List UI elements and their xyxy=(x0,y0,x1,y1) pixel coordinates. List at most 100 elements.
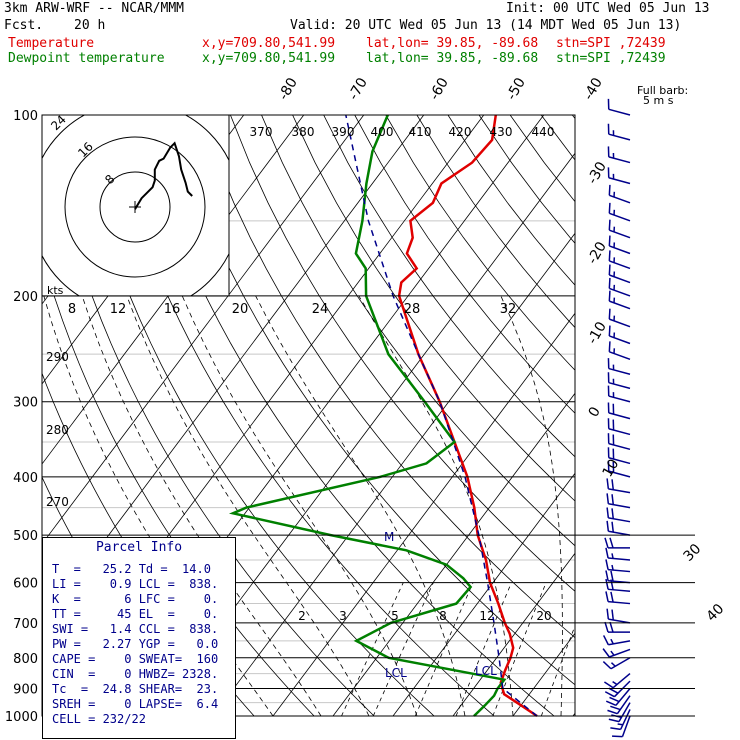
wind-speed-label: 28 xyxy=(404,302,421,317)
wind-barb-staff xyxy=(610,657,631,670)
dry-adiabat-label: 270 xyxy=(46,495,69,509)
wind-barb xyxy=(604,537,630,549)
wind-barb-full xyxy=(605,591,609,602)
mixing-ratio-label: 3 xyxy=(339,609,347,623)
wind-barb-staff xyxy=(609,351,631,361)
isotherm xyxy=(212,232,575,716)
hodograph-ring xyxy=(99,171,171,243)
wind-unit-label: kts xyxy=(47,284,64,297)
wind-barb-staff xyxy=(608,517,631,523)
wind-barb-full xyxy=(604,681,614,689)
hodograph-rings xyxy=(42,115,229,296)
wind-barb-full xyxy=(605,578,609,590)
mixing-ratio-line xyxy=(372,582,434,716)
wind-barb-staff xyxy=(618,702,631,723)
temperature-tick-label: 0 xyxy=(586,404,604,420)
wind-barb-staff xyxy=(616,695,631,715)
temperature-tick-label: 10 xyxy=(600,457,623,480)
wind-barb-full xyxy=(608,235,611,247)
wind-barb-full xyxy=(605,559,609,570)
wind-barb xyxy=(607,695,631,715)
parcel-row-swi: SWI = 1.4 CCL = 838. xyxy=(52,622,219,636)
wind-speed-label: 32 xyxy=(500,302,517,317)
wind-barb-full xyxy=(609,621,614,633)
lcl-label: LCL xyxy=(385,666,407,680)
wind-barb-staff xyxy=(621,715,631,737)
wind-barb-staff xyxy=(608,381,631,390)
wind-barb xyxy=(608,184,631,204)
wind-barb-full xyxy=(612,735,623,738)
wind-barb-full xyxy=(604,537,609,549)
wind-barb xyxy=(607,372,631,390)
dry-adiabat xyxy=(230,115,575,592)
wind-barb-full xyxy=(607,709,618,715)
theta-label: 430 xyxy=(490,125,513,139)
wind-barb-half xyxy=(610,662,616,667)
wind-barb-staff xyxy=(609,335,631,345)
dry-adiabat xyxy=(540,115,575,161)
fcst-value: 20 h xyxy=(74,18,106,33)
wind-barb xyxy=(605,688,631,707)
moist-adiabat xyxy=(500,295,563,716)
dewpoint-xy: x,y=709.80,541.99 xyxy=(202,51,336,66)
wind-barb-half xyxy=(610,650,615,656)
hodograph-trace xyxy=(134,141,193,210)
parcel-row-tt: TT = 45 EL = 0. xyxy=(52,607,219,621)
dry-adiabat xyxy=(385,115,575,371)
wind-barb-half xyxy=(617,723,623,726)
wind-barb-staff xyxy=(608,618,631,624)
wind-barb-full xyxy=(608,341,611,352)
wind-barb xyxy=(606,520,631,536)
isotherm xyxy=(42,115,365,545)
wind-barb xyxy=(607,433,631,451)
temperature-tick-label: -10 xyxy=(585,319,610,347)
valid-time: Valid: 20 UTC Wed 05 Jun 13 (14 MDT Wed … xyxy=(290,18,682,33)
wind-barb-full xyxy=(608,687,619,694)
init-time: Init: 00 UTC Wed 05 Jun 13 xyxy=(506,1,710,16)
wind-barb-full xyxy=(606,507,610,518)
wind-speed-label: 12 xyxy=(110,302,127,317)
temperature-tick-label: -60 xyxy=(427,75,452,103)
dry-adiabat xyxy=(105,115,495,716)
theta-label: 370 xyxy=(250,125,273,139)
temperature-latlon: lat,lon= 39.85, -89.68 xyxy=(366,36,539,51)
wind-barb-staff xyxy=(608,367,631,375)
wind-barb xyxy=(606,608,631,624)
wind-barb-full xyxy=(610,570,614,582)
mixing-ratio-line xyxy=(492,582,547,716)
wind-barb xyxy=(612,715,631,738)
wind-barb xyxy=(608,277,631,297)
wind-barb-staff xyxy=(609,245,631,255)
wind-barb xyxy=(604,673,631,689)
pressure-label: 100 xyxy=(13,109,38,124)
m-marker-label: M xyxy=(384,530,394,544)
wind-barb-staff xyxy=(620,709,631,730)
temperature-tick-label: -30 xyxy=(585,159,610,187)
dewpoint-stn: stn=SPI ,72439 xyxy=(556,51,666,66)
parcel-row-t: T = 25.2 Td = 14.0 xyxy=(52,562,211,576)
pressure-label: 500 xyxy=(13,529,38,544)
wind-barb-full xyxy=(606,478,610,489)
mixing-ratio-label: 5 xyxy=(391,609,399,623)
isotherm xyxy=(332,392,575,716)
wind-speed-label: 24 xyxy=(312,302,329,317)
pressure-label: 1000 xyxy=(5,710,38,725)
mixing-ratio-label: 20 xyxy=(536,609,551,623)
theta-label: 410 xyxy=(409,125,432,139)
wind-barb-staff xyxy=(609,194,631,204)
theta-label: 400 xyxy=(371,125,394,139)
pressure-label: 600 xyxy=(13,577,38,592)
isotherm xyxy=(452,552,575,716)
wind-barb xyxy=(604,621,630,633)
dry-adiabat xyxy=(167,115,575,686)
wind-barb-staff xyxy=(609,229,631,239)
dry-adiabat xyxy=(198,115,575,639)
theta-label: 440 xyxy=(532,125,555,139)
dry-adiabat xyxy=(74,115,435,716)
temperature-tick-label: -50 xyxy=(504,75,529,103)
wind-barb-full xyxy=(611,609,615,621)
dry-adiabat xyxy=(416,115,575,329)
parcel-info-panel: Parcel Info T = 25.2 Td = 14.0 LI = 0.9 … xyxy=(42,537,236,739)
wind-barb xyxy=(607,460,631,478)
